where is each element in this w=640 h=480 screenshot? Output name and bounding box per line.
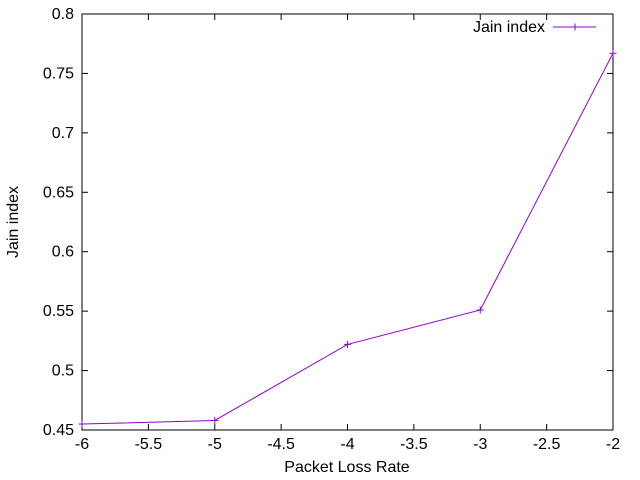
legend: Jain index	[473, 19, 596, 36]
data-point	[609, 49, 617, 57]
x-tick-label: -5.5	[135, 436, 163, 453]
x-tick-label: -6	[75, 436, 89, 453]
y-tick-label: 0.75	[43, 65, 74, 82]
y-tick-label: 0.8	[52, 6, 74, 23]
x-tick-label: -4.5	[267, 436, 295, 453]
y-tick-label: 0.7	[52, 125, 74, 142]
x-tick-label: -3	[473, 436, 487, 453]
y-tick-label: 0.65	[43, 184, 74, 201]
y-axis-label: Jain index	[5, 186, 22, 258]
x-tick-label: -2	[606, 436, 620, 453]
series-line	[81, 52, 614, 425]
y-tick-label: 0.5	[52, 363, 74, 380]
data-point	[211, 416, 219, 424]
x-tick-label: -3.5	[400, 436, 428, 453]
legend-marker	[571, 23, 579, 31]
legend-label: Jain index	[473, 19, 545, 36]
data-point	[476, 306, 484, 314]
y-tick-label: 0.55	[43, 303, 74, 320]
x-tick-label: -2.5	[533, 436, 561, 453]
data-point	[344, 340, 351, 348]
plot-frame	[81, 13, 614, 431]
series-layer	[78, 49, 617, 428]
data-point	[78, 420, 86, 428]
y-tick-label: 0.45	[43, 422, 74, 439]
x-tick-label: -4	[340, 436, 354, 453]
x-axis-label: Packet Loss Rate	[284, 459, 410, 476]
tick-labels: -6 -5.5 -5 -4.5 -4 -3.5 -3 -2.5 -2 0.45 0.5 0.55 0.6…	[43, 6, 620, 453]
x-tick-label: -5	[208, 436, 222, 453]
y-tick-label: 0.6	[52, 244, 74, 261]
axis-ticks	[81, 13, 614, 431]
